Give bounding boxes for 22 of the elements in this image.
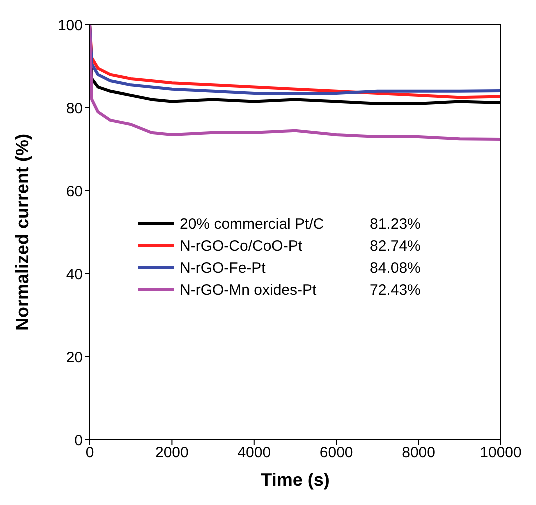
legend-label: N-rGO-Mn oxides-Pt	[180, 282, 318, 298]
annotation: 81.23%	[370, 216, 421, 232]
annotation: 82.74%	[370, 238, 421, 254]
legend-label: 20% commercial Pt/C	[180, 216, 326, 232]
y-axis-title: Normalized current (%)	[12, 134, 32, 332]
x-axis-title: Time (s)	[261, 470, 330, 490]
y-tick-label: 20	[66, 349, 83, 366]
y-tick-label: 80	[66, 100, 83, 118]
y-tick-label: 0	[74, 432, 83, 450]
legend-label: N-rGO-Co/CoO-Pt	[180, 238, 304, 254]
legend-label: N-rGO-Fe-Pt	[180, 260, 267, 276]
x-tick-label: 0	[86, 444, 94, 462]
annotation: 72.43%	[370, 282, 421, 298]
y-tick-label: 40	[66, 266, 83, 284]
x-tick-label: 10000	[480, 444, 522, 462]
x-tick-label: 8000	[402, 444, 436, 462]
x-tick-label: 6000	[320, 444, 354, 462]
y-tick-label: 60	[66, 183, 83, 200]
annotation: 84.08%	[370, 260, 421, 276]
x-tick-label: 4000	[238, 444, 272, 462]
x-tick-label: 2000	[156, 444, 189, 462]
y-tick-label: 100	[58, 17, 83, 34]
